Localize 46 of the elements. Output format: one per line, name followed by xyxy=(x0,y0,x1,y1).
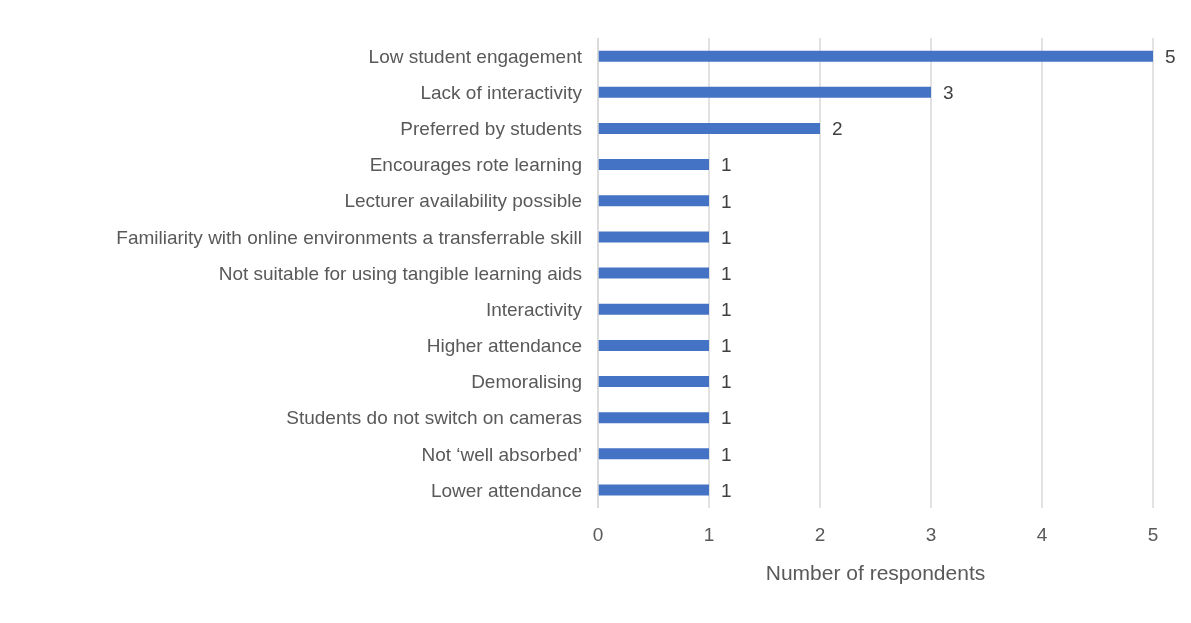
bar xyxy=(598,267,709,279)
x-tick-label: 3 xyxy=(925,524,937,546)
y-tick-label: Demoralising xyxy=(471,371,582,393)
y-tick-label: Lecturer availability possible xyxy=(344,190,582,212)
y-tick-label: Lack of interactivity xyxy=(420,81,583,103)
data-label: 1 xyxy=(721,262,732,284)
x-tick-label: 5 xyxy=(1147,524,1159,546)
bar xyxy=(598,231,709,243)
bar xyxy=(598,195,709,207)
data-label: 1 xyxy=(721,226,732,248)
y-tick-label: Familiarity with online environments a transferrable skill xyxy=(116,226,582,248)
y-tick-label: Encourages rote learning xyxy=(369,154,582,176)
y-tick-label: Interactivity xyxy=(485,298,583,320)
data-label: 5 xyxy=(1165,45,1176,67)
data-label: 1 xyxy=(721,154,732,176)
data-label: 1 xyxy=(721,443,732,465)
y-tick-label: Students do not switch on cameras xyxy=(286,407,582,429)
bar xyxy=(598,412,709,424)
data-label: 2 xyxy=(832,118,843,140)
data-label: 1 xyxy=(721,407,732,429)
y-tick-label: Lower attendance xyxy=(430,479,582,501)
x-tick-label: 2 xyxy=(814,524,826,546)
x-tick-label: 4 xyxy=(1036,524,1048,546)
bar xyxy=(598,86,931,98)
bar xyxy=(598,122,820,134)
bar xyxy=(598,376,709,388)
bar xyxy=(598,484,709,496)
data-label: 1 xyxy=(721,371,732,393)
bar xyxy=(598,339,709,351)
bar xyxy=(598,303,709,315)
data-label: 1 xyxy=(721,298,732,320)
x-tick-label: 0 xyxy=(592,524,604,546)
data-label: 1 xyxy=(721,190,732,212)
y-tick-label: Low student engagement xyxy=(368,45,583,67)
bar xyxy=(598,159,709,171)
data-label: 3 xyxy=(943,82,954,104)
bar xyxy=(598,448,709,460)
x-tick-label: 1 xyxy=(703,524,715,546)
x-axis-title: Number of respondents xyxy=(765,561,986,584)
data-label: 1 xyxy=(721,335,732,357)
bar xyxy=(598,50,1153,62)
data-label: 1 xyxy=(721,479,732,501)
y-tick-label: Not ‘well absorbed’ xyxy=(421,443,582,465)
y-tick-label: Preferred by students xyxy=(400,118,582,140)
y-tick-label: Not suitable for using tangible learning aids xyxy=(218,262,582,284)
y-tick-label: Higher attendance xyxy=(426,335,582,357)
